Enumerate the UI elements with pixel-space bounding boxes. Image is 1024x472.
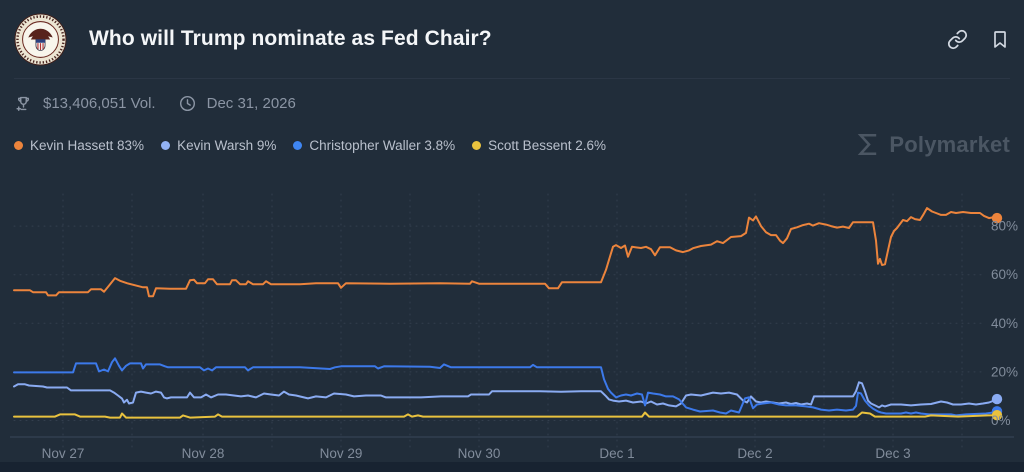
chart-legend: Kevin Hassett 83% Kevin Warsh 9% Christo…	[14, 138, 606, 153]
link-icon	[947, 29, 968, 49]
legend-dot-bessent	[472, 141, 482, 150]
bottom-panel-edge	[0, 462, 1024, 472]
price-chart[interactable]: 0% 20% 40% 60% 80% Nov 27 Nov 28 Nov 29 Nov 30 De…	[0, 188, 1024, 462]
svg-text:Dec 2: Dec 2	[737, 446, 772, 461]
legend-item-hassett[interactable]: Kevin Hassett 83%	[14, 138, 144, 153]
legend-item-warsh[interactable]: Kevin Warsh 9%	[161, 138, 276, 153]
federal-reserve-seal-logo	[14, 13, 67, 65]
legend-dot-warsh	[161, 141, 171, 150]
svg-text:Nov 28: Nov 28	[182, 446, 225, 461]
header-divider	[14, 78, 1010, 79]
trophy-icon	[14, 94, 33, 113]
svg-text:60%: 60%	[991, 267, 1018, 282]
copy-link-button[interactable]	[947, 29, 968, 50]
market-header: Who will Trump nominate as Fed Chair?	[14, 11, 1010, 67]
volume-text: $13,406,051 Vol.	[43, 94, 156, 112]
price-chart-svg: 0% 20% 40% 60% 80% Nov 27 Nov 28 Nov 29 Nov 30 De…	[10, 193, 1018, 461]
legend-label: Kevin Warsh 9%	[177, 138, 277, 153]
legend-item-bessent[interactable]: Scott Bessent 2.6%	[472, 138, 606, 153]
svg-text:20%: 20%	[991, 364, 1018, 379]
legend-dot-waller	[293, 141, 303, 150]
svg-text:80%: 80%	[991, 219, 1018, 234]
svg-text:Dec 1: Dec 1	[599, 446, 634, 461]
svg-text:Nov 30: Nov 30	[458, 446, 501, 461]
svg-text:Nov 29: Nov 29	[320, 446, 363, 461]
polymarket-logo-icon	[858, 133, 877, 156]
legend-label: Christopher Waller 3.8%	[309, 138, 456, 153]
legend-label: Scott Bessent 2.6%	[488, 138, 606, 153]
clock-icon	[178, 94, 197, 113]
svg-text:40%: 40%	[991, 316, 1018, 331]
bookmark-icon	[994, 30, 1006, 48]
legend-dot-hassett	[14, 141, 23, 150]
polymarket-watermark: Polymarket	[853, 131, 1010, 158]
svg-text:Dec 3: Dec 3	[875, 446, 910, 461]
svg-text:0%: 0%	[991, 413, 1011, 428]
end-date-text: Dec 31, 2026	[206, 94, 296, 112]
market-title: Who will Trump nominate as Fed Chair?	[89, 27, 492, 50]
legend-label: Kevin Hassett 83%	[30, 138, 145, 153]
bookmark-button[interactable]	[990, 29, 1010, 50]
legend-item-waller[interactable]: Christopher Waller 3.8%	[293, 138, 455, 153]
polymarket-logo-text: Polymarket	[889, 131, 1010, 157]
svg-text:Nov 27: Nov 27	[42, 446, 85, 461]
market-stats-row: $13,406,051 Vol. Dec 31, 2026	[14, 92, 296, 114]
